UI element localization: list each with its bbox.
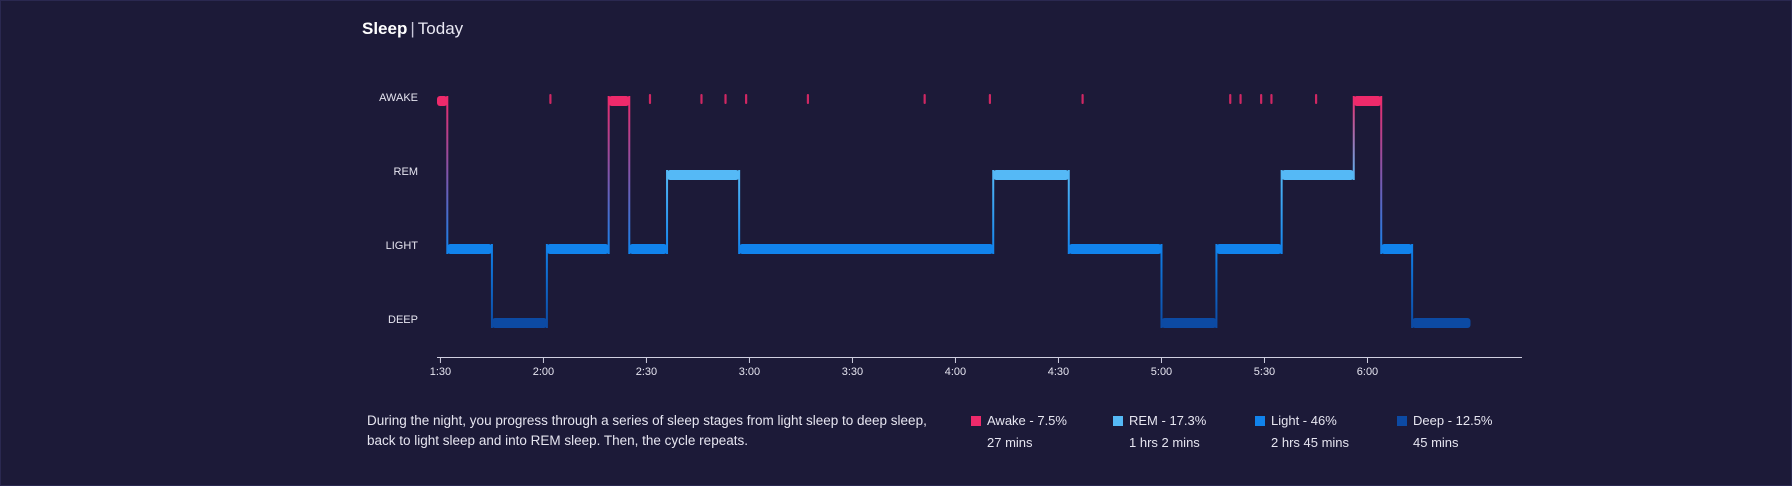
x-axis-tick-label: 6:00 — [1357, 366, 1378, 378]
x-axis-tick-label: 2:30 — [636, 366, 657, 378]
stage-segment-deep — [1161, 318, 1217, 328]
sleep-stage-chart: AWAKE REM LIGHT DEEP 1:30 2:00 2:30 3:00 3:30 4:0… — [379, 92, 1522, 378]
stage-transition — [666, 170, 669, 254]
x-axis-tick-label: 1:30 — [430, 366, 451, 378]
stage-segment-rem — [667, 170, 740, 180]
x-axis-tick-label: 3:00 — [739, 366, 760, 378]
stage-transition — [1352, 96, 1355, 180]
brief-awakening-mark — [648, 94, 652, 104]
stage-segment-light — [1068, 244, 1162, 254]
x-axis-tick-label: 4:00 — [945, 366, 966, 378]
stage-segment-deep — [1412, 318, 1471, 328]
stage-segment-light — [629, 244, 668, 254]
y-axis-label-awake: AWAKE — [379, 92, 418, 104]
legend-swatch-awake — [971, 416, 981, 426]
stage-segment-light — [447, 244, 492, 254]
stage-segment-deep — [491, 318, 547, 328]
stage-transition — [607, 96, 610, 254]
stage-segment-light — [546, 244, 609, 254]
stage-segment-light — [1216, 244, 1282, 254]
brief-awakening-mark — [549, 94, 552, 104]
stage-transition — [1067, 170, 1070, 254]
stage-segment-rem — [1281, 170, 1354, 180]
legend-swatch-light — [1255, 416, 1265, 426]
brief-awakening-mark — [1314, 94, 1318, 104]
legend-duration-deep: 45 mins — [1413, 435, 1459, 450]
stage-transition — [490, 244, 493, 328]
brief-awakening-mark — [806, 94, 810, 104]
stage-transition — [1215, 244, 1218, 328]
legend-item-awake: Awake - 7.5% 27 mins — [971, 413, 1067, 450]
x-axis-tick-label: 4:30 — [1048, 366, 1069, 378]
stage-transition — [738, 170, 741, 254]
stage-segment-awake — [608, 96, 630, 106]
title-separator: | — [410, 19, 415, 38]
brief-awakening-mark — [1270, 94, 1273, 104]
brief-awakening-mark — [1260, 94, 1263, 104]
brief-awakening-mark — [745, 94, 748, 104]
legend-label-rem: REM - 17.3% — [1129, 413, 1207, 428]
title-subtitle: Today — [417, 19, 464, 38]
x-axis-tick-label: 3:30 — [842, 366, 863, 378]
stage-transition — [992, 170, 995, 254]
brief-awakening-mark — [724, 94, 727, 104]
legend-label-awake: Awake - 7.5% — [987, 413, 1067, 428]
stage-transition — [1280, 170, 1283, 254]
stage-segment-awake — [437, 96, 448, 106]
page-title: Sleep | Today — [362, 19, 463, 39]
stage-transition — [1160, 244, 1163, 328]
legend-duration-light: 2 hrs 45 mins — [1271, 435, 1350, 450]
stage-segment-awake — [1353, 96, 1382, 106]
stage-transition — [545, 244, 548, 328]
legend-label-deep: Deep - 12.5% — [1413, 413, 1493, 428]
brief-awakening-mark — [1229, 94, 1232, 104]
brief-awakening-mark — [700, 94, 703, 104]
x-axis-tick-label: 2:00 — [533, 366, 554, 378]
stage-transition — [628, 96, 631, 254]
stage-transition — [1411, 244, 1414, 328]
sleep-description: During the night, you progress through a… — [367, 413, 927, 448]
legend-swatch-rem — [1113, 416, 1123, 426]
legend-swatch-deep — [1397, 416, 1407, 426]
legend-duration-awake: 27 mins — [987, 435, 1033, 450]
title-text: Sleep — [362, 19, 408, 38]
legend-duration-rem: 1 hrs 2 mins — [1129, 435, 1200, 450]
y-axis-label-light: LIGHT — [386, 240, 419, 252]
stage-segment-light — [739, 244, 994, 254]
legend-label-light: Light - 46% — [1271, 413, 1337, 428]
stage-transition — [1380, 96, 1383, 254]
brief-awakening-mark — [988, 94, 992, 104]
legend-item-rem: REM - 17.3% 1 hrs 2 mins — [1113, 413, 1206, 450]
y-axis-label-rem: REM — [394, 166, 418, 178]
stage-transition — [446, 96, 449, 254]
brief-awakening-mark — [1081, 94, 1084, 104]
legend-item-light: Light - 46% 2 hrs 45 mins — [1255, 413, 1349, 450]
stage-segment-rem — [993, 170, 1069, 180]
x-axis-tick-label: 5:00 — [1151, 366, 1172, 378]
x-axis-tick-label: 5:30 — [1254, 366, 1275, 378]
stage-segment-light — [1381, 244, 1413, 254]
brief-awakening-mark — [923, 94, 926, 104]
legend-item-deep: Deep - 12.5% 45 mins — [1397, 413, 1493, 450]
brief-awakening-mark — [1239, 94, 1242, 104]
y-axis-label-deep: DEEP — [388, 314, 418, 326]
